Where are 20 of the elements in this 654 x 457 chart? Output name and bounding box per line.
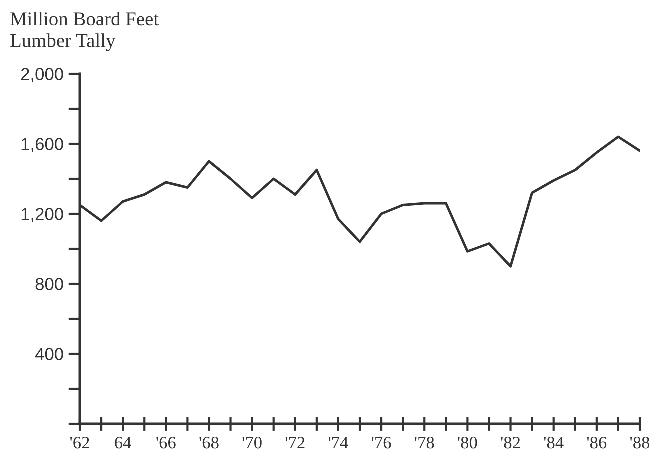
- y-tick-label: 1,600: [22, 138, 64, 153]
- x-tick-label: '70: [242, 437, 262, 449]
- x-tick-label: '66: [156, 437, 176, 449]
- x-tick-label: '68: [200, 437, 219, 449]
- y-tick-label: 2,000: [21, 68, 64, 83]
- x-tick-label: '80: [458, 437, 478, 449]
- x-tick-label: '76: [372, 437, 392, 449]
- x-tick-label: '72: [286, 437, 305, 449]
- x-tick-label: '88: [630, 437, 650, 449]
- x-tick-label: '62: [70, 437, 90, 449]
- x-tick-label: '84: [544, 437, 564, 449]
- y-axis-title: Million Board Feet Lumber Tally: [10, 12, 159, 52]
- x-tick-label: '82: [501, 437, 520, 449]
- y-tick-label: 400: [35, 348, 64, 360]
- x-tick-label: '74: [328, 437, 348, 449]
- x-tick-label: '86: [587, 437, 607, 449]
- y-tick-label: 800: [36, 278, 64, 290]
- x-tick-label: '78: [415, 437, 434, 449]
- x-tick-label: 64: [115, 437, 132, 449]
- y-tick-label: 1,200: [22, 208, 64, 223]
